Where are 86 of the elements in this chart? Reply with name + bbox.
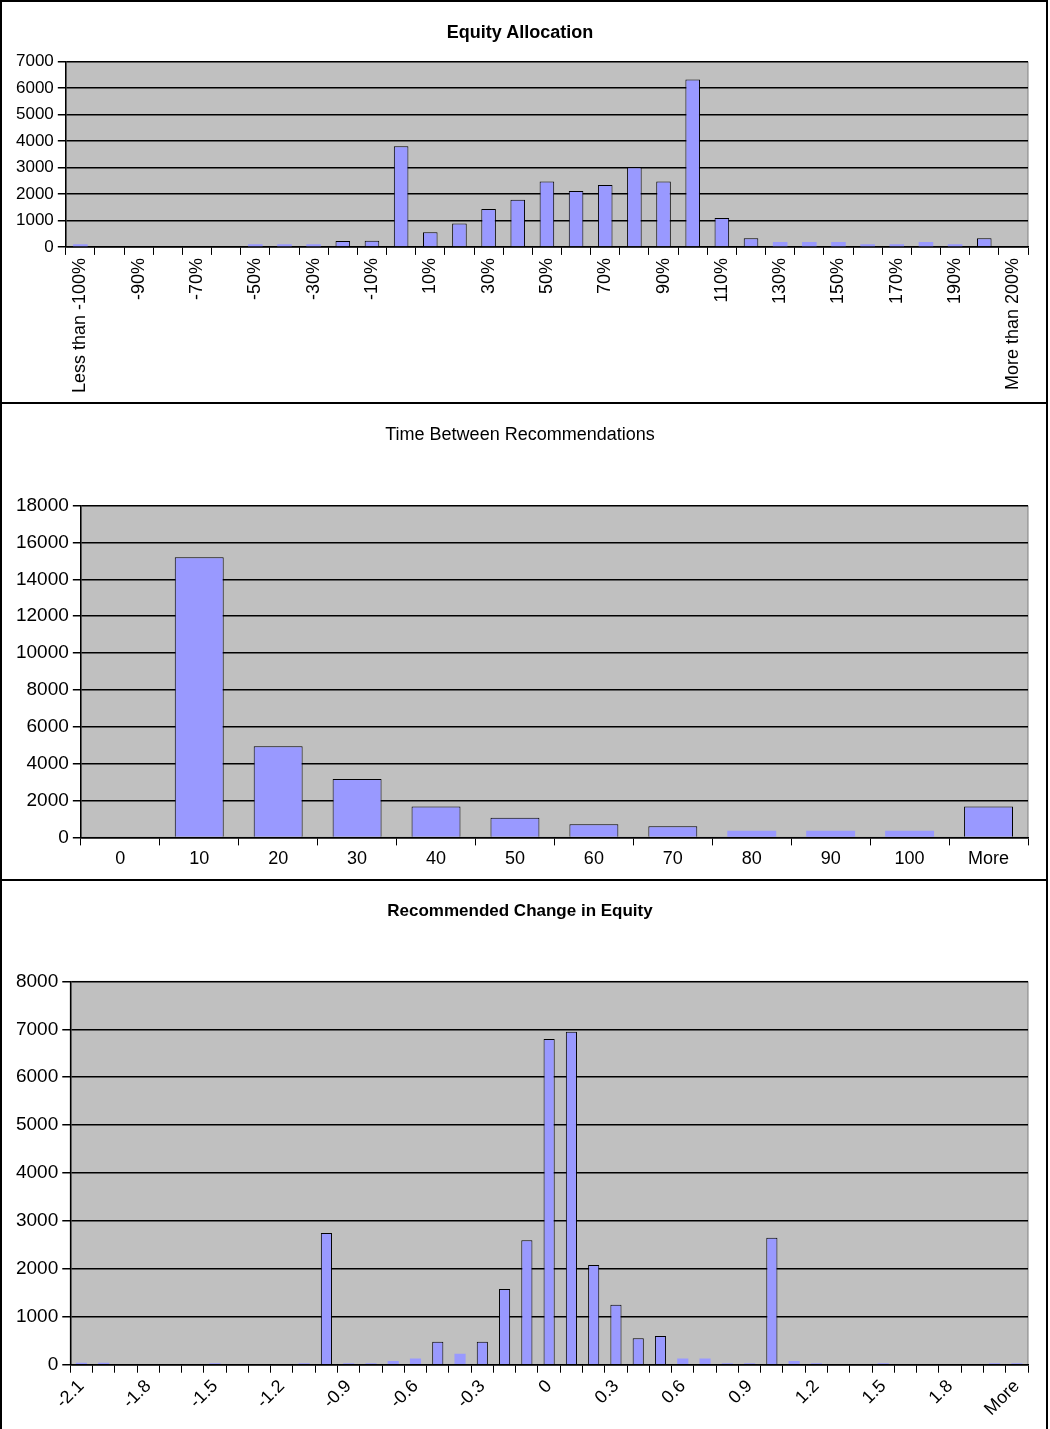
y-tick-label: 7000 <box>15 1017 59 1039</box>
y-tick-label: 14000 <box>15 567 69 589</box>
bar <box>802 241 817 247</box>
x-tick-label: 130% <box>769 257 790 304</box>
y-tick-label: 1000 <box>15 210 54 230</box>
x-tick-label: 100 <box>894 848 925 869</box>
x-tick-label: More <box>968 848 1010 869</box>
x-tick-label: -90% <box>127 257 148 300</box>
x-tick-label: 0.6 <box>657 1375 690 1408</box>
x-tick-label: 70% <box>594 257 615 294</box>
y-tick-label: 2000 <box>15 183 54 203</box>
x-tick-label: 0.9 <box>724 1375 756 1408</box>
bar <box>831 241 846 247</box>
x-tick-label: 170% <box>885 257 906 304</box>
x-tick-label: 110% <box>710 257 731 303</box>
x-tick-label: -10% <box>360 257 381 300</box>
x-tick-label: 0 <box>115 848 126 869</box>
y-tick-label: 18000 <box>15 493 69 515</box>
bar <box>727 830 777 837</box>
x-tick-label: 40 <box>426 848 447 869</box>
chart-title: Recommended Change in Equity <box>387 900 654 920</box>
y-tick-label: 6000 <box>15 77 54 97</box>
bar <box>772 241 788 247</box>
bar <box>806 830 856 837</box>
y-tick-label: 0 <box>47 1352 59 1374</box>
y-tick-label: 0 <box>44 236 54 256</box>
y-tick-label: 16000 <box>15 530 69 552</box>
bar <box>454 1353 466 1364</box>
bar <box>788 1360 800 1364</box>
x-tick-label: -30% <box>302 257 323 300</box>
x-tick-label: -70% <box>185 257 206 300</box>
bar <box>677 1358 689 1364</box>
bar <box>885 830 935 837</box>
x-tick-label: -1.8 <box>118 1375 155 1412</box>
bar <box>409 1358 422 1364</box>
y-tick-label: 5000 <box>15 104 54 124</box>
x-tick-label: 0.3 <box>590 1375 623 1408</box>
x-tick-label: -1.2 <box>252 1375 289 1412</box>
x-tick-label: 60 <box>583 848 604 869</box>
x-tick-label: 0 <box>534 1375 556 1397</box>
x-tick-label: 50 <box>504 848 525 869</box>
y-tick-label: 6000 <box>26 715 69 737</box>
chart-title: Equity Allocation <box>446 21 594 42</box>
x-tick-label: -50% <box>244 257 265 300</box>
x-tick-label: 30% <box>477 257 498 294</box>
x-tick-label: 190% <box>944 257 965 304</box>
x-tick-label: 10 <box>189 848 210 869</box>
x-tick-label: 50% <box>535 257 556 294</box>
x-tick-label: 20 <box>268 848 289 869</box>
y-tick-label: 5000 <box>15 1113 59 1135</box>
y-tick-label: 7000 <box>15 51 54 71</box>
y-tick-label: 10000 <box>15 641 69 663</box>
x-tick-label: -1.5 <box>185 1375 222 1412</box>
x-tick-label: -0.3 <box>452 1375 489 1412</box>
x-tick-label: 150% <box>827 257 848 304</box>
y-tick-label: 6000 <box>15 1065 59 1087</box>
x-tick-label: 1.8 <box>924 1375 957 1408</box>
chart-title: Time Between Recommendations <box>385 423 655 444</box>
x-tick-label: 30 <box>347 848 368 869</box>
x-tick-label: 70 <box>662 848 683 869</box>
y-tick-label: 2000 <box>15 1257 59 1279</box>
x-tick-label: More than 200% <box>1002 257 1023 391</box>
y-tick-label: 0 <box>58 825 69 847</box>
y-tick-label: 3000 <box>15 157 54 177</box>
x-tick-label: 90 <box>820 848 841 869</box>
x-tick-label: 80 <box>741 848 762 869</box>
x-tick-label: 1.2 <box>790 1375 823 1408</box>
y-tick-label: 8000 <box>15 969 59 991</box>
x-tick-label: Less than -100% <box>69 257 90 394</box>
y-tick-label: 4000 <box>15 130 54 150</box>
y-tick-label: 4000 <box>15 1161 59 1183</box>
bar <box>699 1358 711 1364</box>
bar <box>387 1360 399 1364</box>
y-tick-label: 12000 <box>15 604 69 626</box>
x-tick-label: -2.1 <box>51 1375 88 1412</box>
x-tick-label: -0.9 <box>318 1375 356 1412</box>
bar <box>918 241 934 247</box>
x-tick-label: 10% <box>419 257 440 294</box>
y-tick-label: 2000 <box>26 788 69 810</box>
y-tick-label: 4000 <box>26 751 69 773</box>
y-tick-label: 3000 <box>15 1209 59 1231</box>
y-tick-label: 1000 <box>15 1305 59 1327</box>
y-tick-label: 8000 <box>26 678 69 700</box>
x-tick-label: 90% <box>652 257 673 294</box>
x-tick-label: -0.6 <box>385 1375 422 1412</box>
x-tick-label: 1.5 <box>857 1375 890 1408</box>
